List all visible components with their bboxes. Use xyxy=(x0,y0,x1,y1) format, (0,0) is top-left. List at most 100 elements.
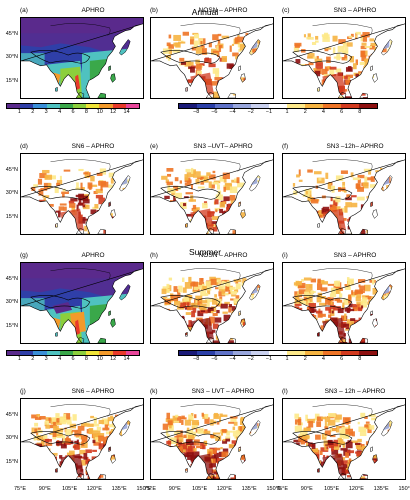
colorbar-tick-label: 4 xyxy=(321,356,325,362)
colorbar-swatch xyxy=(233,351,251,355)
colorbar-tick-label: 10 xyxy=(96,109,103,115)
colorbar-swatch xyxy=(20,104,34,108)
panel-title: SN6 – APHRO xyxy=(71,388,115,395)
map-panel: (e) SN3 –UVT– APHRO xyxy=(150,143,274,235)
colorbar-swatch xyxy=(323,104,341,108)
panel-label: (l) xyxy=(282,388,288,395)
latitude-label: 15°N xyxy=(5,459,18,465)
colorbar-swatch xyxy=(287,104,305,108)
map-frame xyxy=(150,17,274,99)
colorbar-swatch xyxy=(269,351,287,355)
panel-title: SN3 –12h– APHRO xyxy=(326,143,384,150)
longitude-label: 150°E xyxy=(266,486,282,492)
longitude-label: 135°E xyxy=(373,486,389,492)
colorbar-tick-label: 8 xyxy=(358,109,362,115)
colorbar-swatch xyxy=(7,104,21,108)
longitude-label: 105°E xyxy=(324,486,340,492)
map-frame xyxy=(282,398,406,480)
colorbar-swatch xyxy=(73,351,87,355)
colorbar-tick-label: −8 xyxy=(193,109,200,115)
colorbar-tick-label: −1 xyxy=(265,356,273,362)
colorbar: −8 −6 −4 −2 −1 1 2 4 6 8 xyxy=(178,350,378,362)
map-panel: (f) SN3 –12h– APHRO xyxy=(282,143,406,235)
precipitation-map xyxy=(283,18,405,98)
colorbar-tick-label: 10 xyxy=(96,356,103,362)
map-panel: (j) SN6 – APHRO xyxy=(20,388,144,480)
latitude-label: 15°N xyxy=(5,78,18,84)
colorbar-tick-label: 3 xyxy=(44,109,48,115)
colorbar-tick-label: 6 xyxy=(340,356,344,362)
map-frame xyxy=(20,262,144,344)
colorbar-tick-label: 8 xyxy=(84,109,88,115)
colorbar-tick-label: −6 xyxy=(211,109,218,115)
map-frame xyxy=(282,153,406,235)
precipitation-map xyxy=(151,399,273,479)
colorbar-swatch xyxy=(359,104,377,108)
longitude-label: 105°E xyxy=(62,486,78,492)
latitude-label: 30°N xyxy=(5,54,18,60)
colorbar-tick-label: 6 xyxy=(71,356,75,362)
longitude-label: 105°E xyxy=(192,486,208,492)
latitude-label: 45°N xyxy=(5,31,18,37)
colorbar-swatch xyxy=(59,104,74,108)
panel-label: (i) xyxy=(282,252,288,259)
colorbar-swatch xyxy=(215,104,233,108)
colorbar-swatch xyxy=(86,104,100,108)
colorbar-tick-label: 2 xyxy=(31,109,35,115)
colorbar: 1 2 3 4 6 8 10 12 14 xyxy=(6,350,140,362)
colorbar-tick-label: 1 xyxy=(285,356,289,362)
latitude-label: 30°N xyxy=(5,299,18,305)
panel-label: (a) xyxy=(20,7,28,14)
panel-label: (k) xyxy=(150,388,158,395)
panel-title: SN3 – APHRO xyxy=(333,252,377,259)
section-title: Annual xyxy=(191,7,219,17)
colorbar-tick-label: −2 xyxy=(247,356,254,362)
map-frame xyxy=(282,17,406,99)
colorbar-tick-label: −6 xyxy=(211,356,218,362)
map-frame xyxy=(150,153,274,235)
colorbar-swatch xyxy=(112,351,126,355)
longitude-label: 150°E xyxy=(398,486,410,492)
map-panel: (c) SN3 – APHRO xyxy=(282,7,406,99)
colorbar-swatch xyxy=(305,104,323,108)
colorbar-tick-label: 2 xyxy=(303,109,307,115)
colorbar-swatch xyxy=(197,351,215,355)
precipitation-map xyxy=(283,263,405,343)
colorbar-tick-label: −4 xyxy=(229,356,236,362)
precipitation-map xyxy=(21,154,143,234)
colorbar-swatch xyxy=(287,351,305,355)
colorbar-swatch xyxy=(179,104,197,108)
colorbar-swatch xyxy=(125,104,140,108)
colorbar-tick-label: 2 xyxy=(303,356,307,362)
precipitation-map xyxy=(283,399,405,479)
colorbar-tick-label: 2 xyxy=(31,356,35,362)
panel-label: (h) xyxy=(150,252,158,259)
colorbar-swatch xyxy=(46,351,60,355)
colorbar-swatch xyxy=(33,104,47,108)
panel-label: (e) xyxy=(150,143,158,150)
colorbar-swatch xyxy=(59,351,74,355)
colorbar-tick-label: 4 xyxy=(321,109,325,115)
panel-title: SN3 – UVT – APHRO xyxy=(191,388,255,395)
colorbar-swatch xyxy=(233,104,251,108)
longitude-label: 90°E xyxy=(168,486,181,492)
latitude-label: 30°N xyxy=(5,190,18,196)
map-frame xyxy=(150,398,274,480)
panel-title: SN6 – APHRO xyxy=(71,143,115,150)
colorbar-swatch xyxy=(341,104,359,108)
panel-label: (j) xyxy=(20,388,26,395)
colorbar-tick-label: −1 xyxy=(265,109,273,115)
colorbar-swatch xyxy=(251,104,269,108)
colorbar-swatch xyxy=(305,351,323,355)
map-panel: (d) SN6 – APHRO xyxy=(20,143,144,235)
map-panel: (b) NOSN – APHRO xyxy=(150,7,274,99)
longitude-label: 120°E xyxy=(348,486,364,492)
colorbar-tick-label: −8 xyxy=(193,356,200,362)
colorbar-tick-label: 14 xyxy=(123,356,130,362)
colorbar-tick-label: 8 xyxy=(358,356,362,362)
precipitation-map xyxy=(151,263,273,343)
longitude-label: 135°E xyxy=(241,486,257,492)
precipitation-map xyxy=(21,263,143,343)
latitude-label: 30°N xyxy=(5,435,18,441)
colorbar-swatch xyxy=(323,351,341,355)
